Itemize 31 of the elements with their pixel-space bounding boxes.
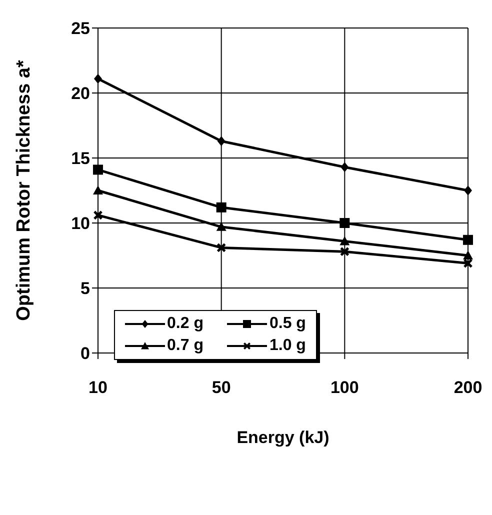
point (463, 234, 473, 245)
point (464, 258, 472, 268)
y-tick-label: 25 (71, 19, 90, 38)
y-tick-label: 15 (71, 149, 90, 168)
point (340, 162, 349, 172)
x-tick-label: 50 (212, 378, 231, 398)
point (216, 222, 226, 231)
point (340, 218, 350, 228)
point (463, 250, 473, 260)
y-tick-label: 20 (71, 84, 90, 104)
y-tick-label: 5 (80, 279, 90, 298)
legend-label: 1.0 g (269, 336, 306, 356)
x-tick-label: 200 (454, 378, 482, 398)
point (217, 136, 226, 146)
point (93, 186, 103, 194)
point (340, 236, 350, 246)
x-tick-label: 100 (330, 378, 359, 398)
point (464, 186, 472, 196)
y-axis-title: Optimum Rotor Thickness a* (14, 60, 35, 321)
y-tick-label: 0 (80, 344, 90, 364)
point (340, 247, 350, 256)
point (93, 164, 103, 175)
legend-label: 0.7 g (167, 336, 204, 356)
x-axis-title: Energy (kJ) (236, 428, 330, 447)
point (216, 202, 226, 212)
point (216, 243, 226, 252)
legend-label: 0.5 g (269, 314, 306, 334)
point (94, 74, 102, 84)
y-tick-label: 10 (71, 214, 90, 234)
legend-label: 0.2 g (167, 314, 204, 334)
point (94, 210, 102, 220)
